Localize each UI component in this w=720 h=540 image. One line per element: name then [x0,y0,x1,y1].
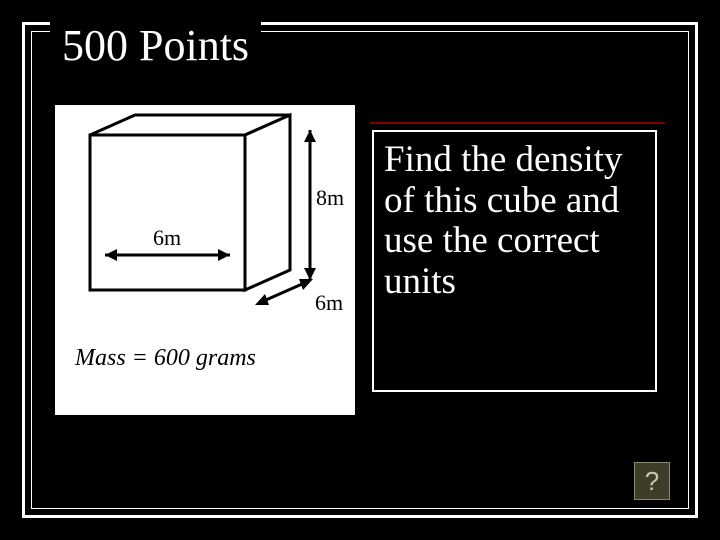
help-button[interactable]: ? [634,462,670,500]
cube-svg: 6m 8m 6m Mass = 600 grams [55,105,355,415]
question-box: Find the density of this cube and use th… [372,130,657,392]
width-label: 6m [153,225,181,250]
cube-diagram: 6m 8m 6m Mass = 600 grams [55,105,355,415]
slide-title: 500 Points [50,20,261,71]
question-text: Find the density of this cube and use th… [384,139,622,302]
height-label: 8m [316,185,344,210]
depth-label: 6m [315,290,343,315]
mass-label: Mass = 600 grams [74,345,256,371]
divider-line [370,122,665,124]
help-icon: ? [645,466,659,496]
